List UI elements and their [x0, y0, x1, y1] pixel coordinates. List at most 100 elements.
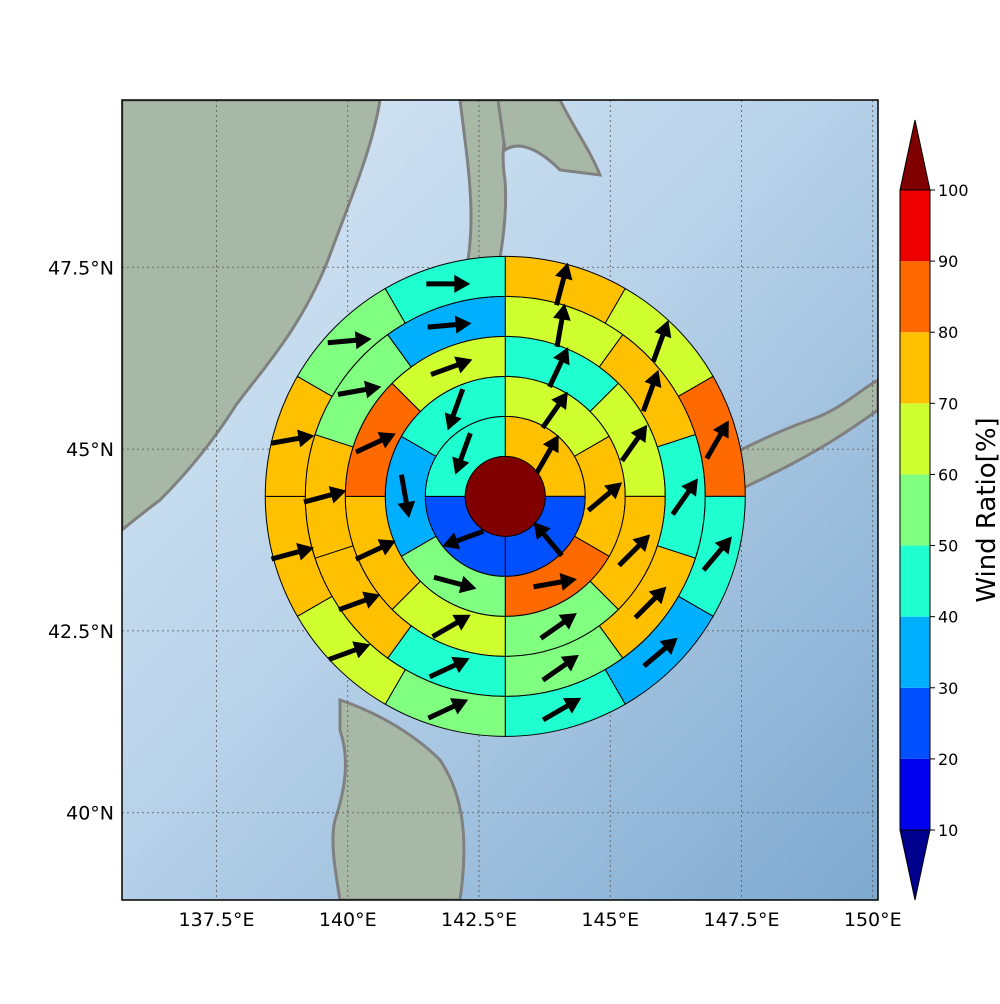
wind-arrow-head — [363, 380, 382, 399]
colorbar-segment — [900, 687, 930, 759]
wind-arrow — [397, 474, 416, 519]
wind-arrow — [427, 315, 472, 334]
wind-arrow-head — [297, 429, 315, 448]
colorbar-segment — [900, 758, 930, 830]
wind-arrow — [619, 424, 648, 463]
wind-arrow-head — [644, 369, 662, 389]
wind-arrow-head — [553, 347, 570, 366]
wind-arrow-head — [533, 521, 551, 540]
wind-arrow — [554, 262, 573, 306]
wind-arrows — [270, 262, 732, 723]
colorbar-frame — [899, 189, 931, 831]
lat-tick-label: 42.5°N — [48, 621, 114, 643]
colorbar-tick-label: 30 — [938, 679, 958, 698]
wind-arrow-head — [352, 641, 371, 659]
wind-arrow-head — [458, 575, 477, 594]
wind-arrow — [540, 391, 568, 430]
wind-arrow-head — [659, 637, 678, 655]
wind-arrow — [338, 591, 381, 613]
lat-tick-label: 40°N — [66, 803, 114, 825]
wind-arrow — [533, 521, 564, 558]
wind-arrow — [534, 434, 559, 475]
wind-arrow-head — [560, 654, 579, 672]
colorbar-segment — [900, 616, 930, 688]
wind-arrow — [354, 539, 396, 562]
wind-arrow-head — [377, 432, 396, 449]
polar-sector — [384, 255, 506, 324]
wind-arrow — [428, 656, 470, 680]
wind-arrow-head — [397, 500, 416, 519]
wind-arrow — [617, 534, 651, 568]
colorbar: 10 20 30 40 50 60 70 80 90 100 — [899, 119, 969, 901]
wind-arrow-head — [444, 412, 462, 431]
wind-arrow — [650, 320, 672, 363]
colorbar-tick-label: 50 — [938, 537, 958, 556]
colorbar-tick-label: 90 — [938, 252, 958, 271]
colorbar-extend-max — [899, 119, 931, 191]
wind-arrow — [444, 388, 466, 431]
wind-arrow — [431, 614, 471, 639]
colorbar-label: Wind Ratio[%] — [972, 417, 1000, 602]
wind-arrow-head — [454, 356, 473, 374]
wind-arrow-head — [542, 434, 559, 454]
colorbar-segment — [900, 403, 930, 475]
lon-tick-label: 142.5°E — [441, 909, 517, 931]
wind-arrow — [433, 574, 477, 594]
lon-tick-label: 147.5°E — [704, 909, 780, 931]
wind-arrow-head — [654, 320, 672, 339]
colorbar-segment — [900, 261, 930, 333]
wind-arrow — [553, 303, 571, 348]
colorbar-tick-label: 40 — [938, 608, 958, 627]
wind-arrow-head — [454, 315, 472, 334]
wind-arrow-head — [449, 698, 469, 715]
wind-arrow — [547, 347, 570, 389]
wind-arrow-head — [551, 391, 568, 411]
colorbar-segment — [900, 190, 930, 262]
wind-arrow-head — [454, 274, 471, 293]
wind-arrow — [354, 432, 396, 455]
wind-arrow — [430, 356, 473, 377]
colorbar-segment — [900, 332, 930, 404]
wind-arrow-head — [712, 420, 729, 439]
wind-arrow-head — [714, 536, 732, 555]
colorbar-tick-label: 80 — [938, 323, 958, 342]
map-frame — [121, 99, 879, 901]
wind-arrow — [270, 429, 315, 448]
colorbar-tick-label: 60 — [938, 465, 958, 484]
colorbar-tick-label: 10 — [938, 821, 958, 840]
wind-arrow-head — [604, 482, 623, 500]
wind-arrow — [327, 331, 372, 350]
colorbar-segment — [900, 474, 930, 546]
map-panel — [121, 99, 879, 901]
wind-arrow — [337, 380, 382, 399]
wind-arrow — [704, 420, 729, 460]
wind-arrow — [586, 482, 623, 513]
wind-arrow — [642, 637, 678, 668]
wind-arrow-head — [362, 591, 381, 609]
axis-labels: 137.5°E 140°E 142.5°E 145°E 147.5°E 150°E 40°N… — [48, 257, 902, 931]
colorbar-segment — [900, 545, 930, 617]
wind-arrow — [426, 274, 471, 293]
lon-tick-label: 150°E — [844, 909, 902, 931]
wind-arrow-head — [562, 697, 582, 714]
wind-arrow — [640, 369, 662, 413]
wind-arrow — [539, 613, 577, 641]
wind-arrow-head — [377, 539, 396, 556]
wind-arrow — [670, 478, 698, 516]
wind-arrow-head — [648, 586, 667, 605]
wind-arrow-head — [451, 656, 470, 674]
colorbar-tick-label: 70 — [938, 394, 958, 413]
wind-arrow — [427, 698, 469, 721]
wind-arrow — [701, 536, 732, 572]
wind-arrow-head — [354, 331, 372, 350]
wind-arrow-head — [328, 486, 347, 504]
wind-arrow-head — [452, 614, 471, 631]
wind-arrow — [328, 641, 371, 662]
lat-tick-label: 47.5°N — [48, 257, 114, 279]
colorbar-tick-label: 20 — [938, 750, 958, 769]
wind-arrow — [541, 654, 579, 683]
wind-arrow-head — [681, 478, 698, 497]
colorbar-extend-min — [899, 829, 931, 901]
lon-tick-label: 140°E — [319, 909, 377, 931]
